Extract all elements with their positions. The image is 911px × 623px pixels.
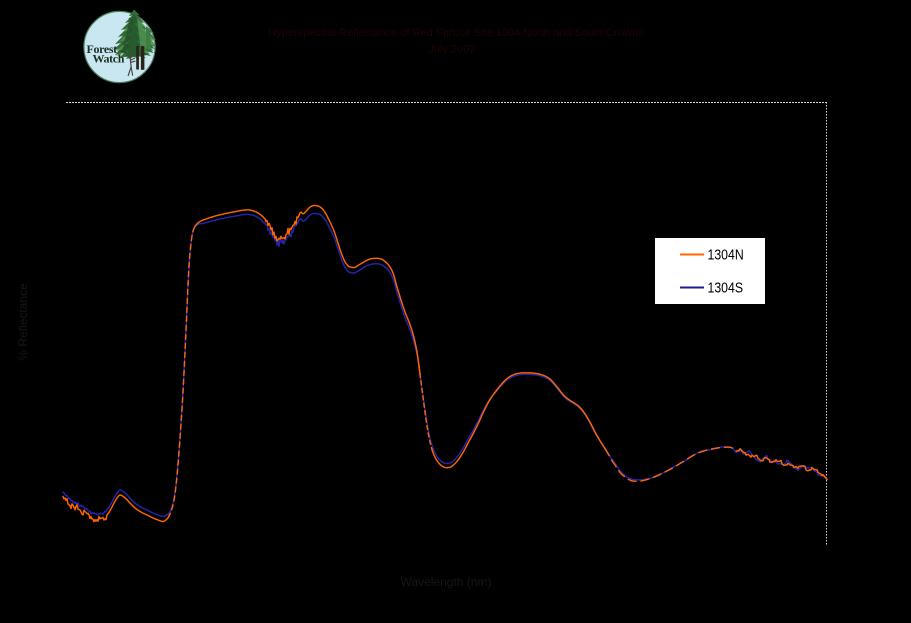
- svg-text:Hyperspectral Reflectance of R: Hyperspectral Reflectance of Red Spruce …: [268, 27, 644, 39]
- svg-text:Watch: Watch: [93, 51, 125, 65]
- svg-text:July 2002: July 2002: [428, 44, 475, 56]
- svg-text:% Reflectance: % Reflectance: [16, 283, 30, 361]
- svg-text:1304S: 1304S: [708, 279, 744, 295]
- svg-text:Forest: Forest: [87, 42, 118, 56]
- svg-text:1304N: 1304N: [708, 246, 744, 262]
- svg-text:Wavelength (nm): Wavelength (nm): [401, 575, 492, 589]
